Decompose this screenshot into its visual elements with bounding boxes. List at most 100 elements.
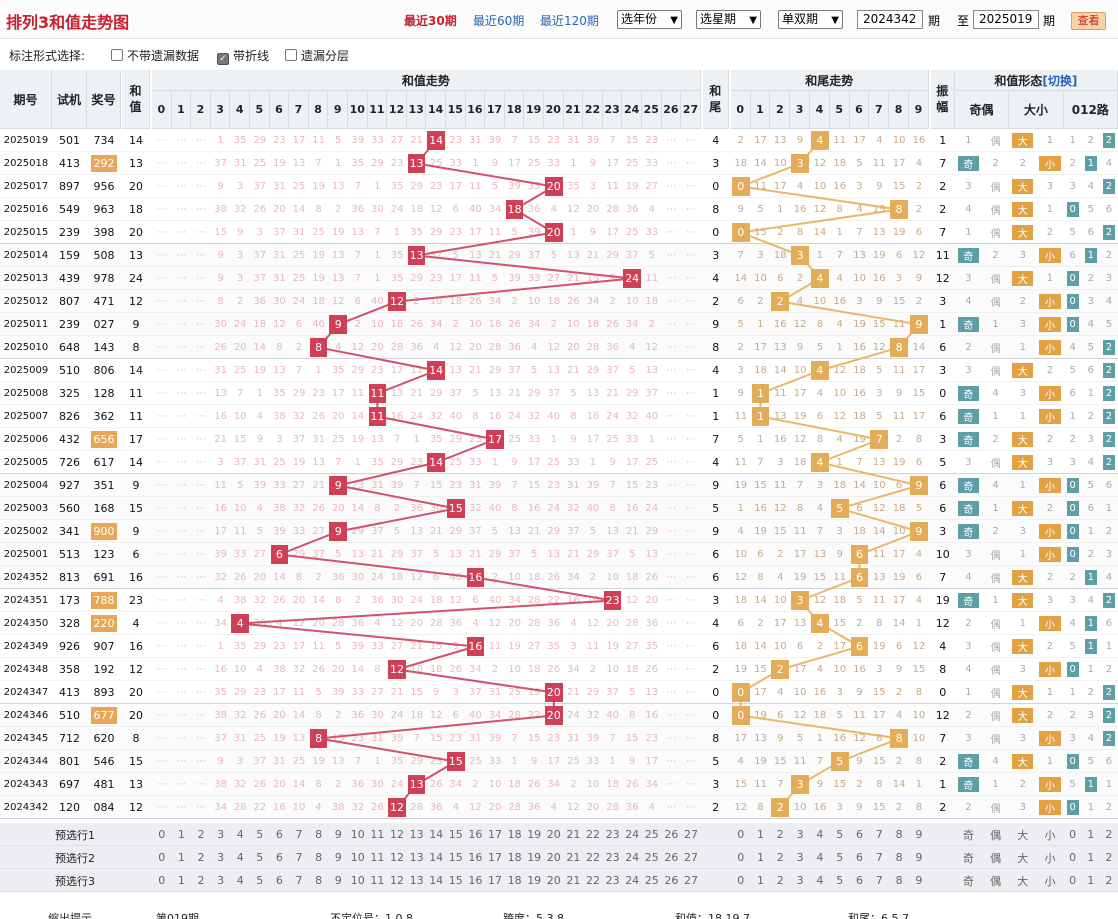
preselect-sum-cell[interactable]: 5 <box>256 874 264 887</box>
to-issue-input[interactable]: 2025019 <box>973 10 1039 29</box>
preselect-tail-cell[interactable]: 8 <box>895 851 903 864</box>
preselect-sum-cell[interactable]: 4 <box>236 874 244 887</box>
preselect-sum-cell[interactable]: 27 <box>683 874 698 887</box>
preselect-route[interactable]: 1 <box>1087 828 1095 841</box>
preselect-tail-cell[interactable]: 1 <box>756 874 764 887</box>
preselect-sum-cell[interactable]: 21 <box>566 874 581 887</box>
link-recent-60[interactable]: 最近60期 <box>473 14 525 28</box>
preselect-tail-cell[interactable]: 9 <box>915 851 923 864</box>
preselect-tail-cell[interactable]: 2 <box>776 851 784 864</box>
preselect-sum-cell[interactable]: 23 <box>605 874 620 887</box>
select-odd-even-issue[interactable]: 单双期 ▼ <box>778 10 843 29</box>
preselect-sum-cell[interactable]: 4 <box>236 828 244 841</box>
preselect-big[interactable]: 大 <box>1017 828 1029 842</box>
preselect-sum-cell[interactable]: 9 <box>334 851 342 864</box>
preselect-sum-cell[interactable]: 19 <box>527 828 542 841</box>
preselect-small[interactable]: 小 <box>1044 828 1056 842</box>
preselect-route[interactable]: 1 <box>1087 851 1095 864</box>
select-year[interactable]: 选年份 ▼ <box>617 10 682 29</box>
preselect-tail-cell[interactable]: 7 <box>875 874 883 887</box>
preselect-sum-cell[interactable]: 21 <box>566 828 581 841</box>
preselect-tail-cell[interactable]: 4 <box>816 828 824 841</box>
preselect-sum-cell[interactable]: 24 <box>625 874 640 887</box>
preselect-sum-cell[interactable]: 1 <box>177 828 185 841</box>
preselect-sum-cell[interactable]: 26 <box>664 874 679 887</box>
preselect-sum-cell[interactable]: 0 <box>158 828 166 841</box>
preselect-sum-cell[interactable]: 27 <box>683 851 698 864</box>
preselect-sum-cell[interactable]: 11 <box>370 851 385 864</box>
preselect-sum-cell[interactable]: 19 <box>527 851 542 864</box>
preselect-tail-cell[interactable]: 7 <box>875 828 883 841</box>
preselect-sum-cell[interactable]: 15 <box>448 851 463 864</box>
preselect-sum-cell[interactable]: 26 <box>664 828 679 841</box>
preselect-route[interactable]: 0 <box>1069 828 1077 841</box>
preselect-sum-cell[interactable]: 2 <box>197 874 205 887</box>
preselect-sum-cell[interactable]: 2 <box>197 828 205 841</box>
preselect-sum-cell[interactable]: 23 <box>605 828 620 841</box>
preselect-sum-cell[interactable]: 18 <box>507 874 522 887</box>
preselect-sum-cell[interactable]: 14 <box>429 874 444 887</box>
preselect-sum-cell[interactable]: 13 <box>409 828 424 841</box>
preselect-sum-cell[interactable]: 14 <box>429 828 444 841</box>
preselect-sum-cell[interactable]: 7 <box>295 828 303 841</box>
preselect-sum-cell[interactable]: 27 <box>683 828 698 841</box>
preselect-sum-cell[interactable]: 6 <box>275 874 283 887</box>
preselect-sum-cell[interactable]: 17 <box>487 851 502 864</box>
preselect-sum-cell[interactable]: 8 <box>315 851 323 864</box>
preselect-odd[interactable]: 奇 <box>962 851 974 865</box>
preselect-tail-cell[interactable]: 2 <box>776 828 784 841</box>
switch-link[interactable]: [切换] <box>1042 73 1078 88</box>
preselect-tail-cell[interactable]: 5 <box>836 851 844 864</box>
preselect-tail-cell[interactable]: 3 <box>796 828 804 841</box>
preselect-sum-cell[interactable]: 7 <box>295 851 303 864</box>
preselect-odd[interactable]: 奇 <box>962 874 974 888</box>
preselect-sum-cell[interactable]: 3 <box>217 828 225 841</box>
preselect-tail-cell[interactable]: 4 <box>816 851 824 864</box>
preselect-sum-cell[interactable]: 1 <box>177 851 185 864</box>
preselect-big[interactable]: 大 <box>1017 851 1029 865</box>
preselect-even[interactable]: 偶 <box>990 828 1002 842</box>
preselect-sum-cell[interactable]: 24 <box>625 828 640 841</box>
preselect-tail-cell[interactable]: 0 <box>737 851 745 864</box>
preselect-even[interactable]: 偶 <box>990 874 1002 888</box>
preselect-sum-cell[interactable]: 25 <box>644 874 659 887</box>
preselect-sum-cell[interactable]: 9 <box>334 828 342 841</box>
preselect-sum-cell[interactable]: 19 <box>527 874 542 887</box>
preselect-odd[interactable]: 奇 <box>962 828 974 842</box>
preselect-tail-cell[interactable]: 8 <box>895 828 903 841</box>
preselect-sum-cell[interactable]: 20 <box>546 874 561 887</box>
preselect-sum-cell[interactable]: 6 <box>275 828 283 841</box>
preselect-sum-cell[interactable]: 26 <box>664 851 679 864</box>
preselect-sum-cell[interactable]: 3 <box>217 874 225 887</box>
preselect-route[interactable]: 2 <box>1105 828 1113 841</box>
preselect-sum-cell[interactable]: 25 <box>644 828 659 841</box>
preselect-sum-cell[interactable]: 12 <box>389 851 404 864</box>
preselect-sum-cell[interactable]: 14 <box>429 851 444 864</box>
preselect-tail-cell[interactable]: 9 <box>915 874 923 887</box>
checkbox-icon[interactable] <box>285 49 297 61</box>
preselect-big[interactable]: 大 <box>1017 874 1029 888</box>
preselect-sum-cell[interactable]: 5 <box>256 851 264 864</box>
preselect-tail-cell[interactable]: 6 <box>855 828 863 841</box>
preselect-sum-cell[interactable]: 13 <box>409 851 424 864</box>
col-issue-header[interactable]: 期号 <box>0 70 52 129</box>
preselect-route[interactable]: 0 <box>1069 874 1077 887</box>
preselect-sum-cell[interactable]: 23 <box>605 851 620 864</box>
preselect-sum-cell[interactable]: 24 <box>625 851 640 864</box>
preselect-sum-cell[interactable]: 3 <box>217 851 225 864</box>
preselect-sum-cell[interactable]: 1 <box>177 874 185 887</box>
preselect-small[interactable]: 小 <box>1044 851 1056 865</box>
preselect-sum-cell[interactable]: 15 <box>448 828 463 841</box>
preselect-sum-cell[interactable]: 6 <box>275 851 283 864</box>
preselect-tail-cell[interactable]: 6 <box>855 874 863 887</box>
preselect-sum-cell[interactable]: 10 <box>350 874 365 887</box>
preselect-sum-cell[interactable]: 4 <box>236 851 244 864</box>
preselect-sum-cell[interactable]: 21 <box>566 851 581 864</box>
preselect-route[interactable]: 0 <box>1069 851 1077 864</box>
preselect-route[interactable]: 2 <box>1105 874 1113 887</box>
preselect-even[interactable]: 偶 <box>990 851 1002 865</box>
preselect-sum-cell[interactable]: 16 <box>468 874 483 887</box>
preselect-sum-cell[interactable]: 5 <box>256 828 264 841</box>
preselect-route[interactable]: 2 <box>1105 851 1113 864</box>
preselect-sum-cell[interactable]: 20 <box>546 851 561 864</box>
